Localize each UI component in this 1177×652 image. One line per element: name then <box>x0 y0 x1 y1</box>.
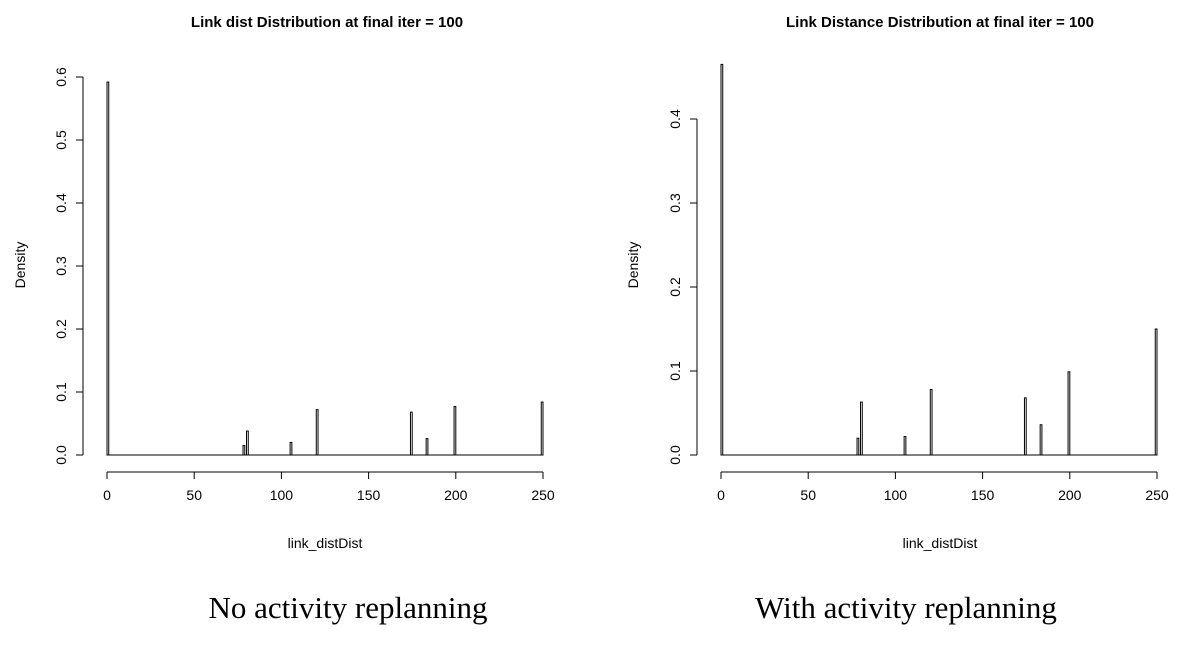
x-tick-label: 250 <box>531 487 555 503</box>
histogram-bar <box>860 401 863 456</box>
x-tick-label: 100 <box>884 487 908 503</box>
histogram-bar <box>1039 424 1043 456</box>
chart-marks: 0 50 100 150 200 250 0.0 0.1 0.2 0.3 0.4 <box>667 63 1169 503</box>
x-tick-label: 150 <box>357 487 381 503</box>
chart-title: Link dist Distribution at final iter = 1… <box>191 14 463 31</box>
y-tick-label: 0.2 <box>53 319 69 339</box>
x-tick-label: 50 <box>186 487 202 503</box>
y-tick-label: 0.2 <box>667 277 683 297</box>
y-tick-label: 0.5 <box>53 130 69 150</box>
histogram-bar <box>856 437 860 456</box>
y-tick-label: 0.0 <box>667 445 683 465</box>
y-tick-label: 0.1 <box>53 382 69 402</box>
y-tick-label: 0.6 <box>53 67 69 87</box>
histogram-bar <box>246 430 249 456</box>
histogram-bar <box>315 409 319 456</box>
histogram-bar <box>289 441 293 456</box>
y-tick-label: 0.3 <box>667 193 683 213</box>
x-tick-label: 200 <box>444 487 468 503</box>
chart-no-replanning: Link dist Distribution at final iter = 1… <box>12 14 555 551</box>
x-tick-label: 50 <box>800 487 816 503</box>
histogram-bar <box>106 81 110 456</box>
chart-marks: 0 50 100 150 200 250 0.0 0.1 0.2 0.3 0.4 0.5 0.6 <box>53 67 555 503</box>
x-tick-label: 200 <box>1058 487 1082 503</box>
y-tick-label: 0.4 <box>667 109 683 129</box>
x-tick-label: 0 <box>717 487 725 503</box>
y-tick-label: 0.4 <box>53 193 69 213</box>
y-axis-label: Density <box>625 242 641 289</box>
histogram-bar <box>242 445 246 456</box>
x-tick-label: 250 <box>1145 487 1169 503</box>
x-tick-label: 150 <box>971 487 995 503</box>
x-tick-label: 0 <box>103 487 111 503</box>
y-tick-label: 0.1 <box>667 361 683 381</box>
histogram-bar <box>425 438 429 456</box>
x-axis-label: link_distDist <box>288 535 363 551</box>
histogram-bar <box>720 63 724 456</box>
histogram-bar <box>1023 397 1027 456</box>
histogram-bar <box>540 401 544 456</box>
y-axis-label: Density <box>12 242 28 289</box>
chart-title: Link Distance Distribution at final iter… <box>786 14 1094 31</box>
histogram-bar <box>409 411 413 456</box>
histogram-bar <box>1154 328 1158 456</box>
chart-with-replanning: Link Distance Distribution at final iter… <box>625 14 1169 551</box>
caption-no-replanning: No activity replanning <box>208 590 488 625</box>
y-tick-label: 0.0 <box>53 445 69 465</box>
histogram-bar <box>903 436 907 456</box>
caption-with-replanning: With activity replanning <box>755 590 1057 625</box>
histogram-bar <box>1067 371 1071 456</box>
y-tick-label: 0.3 <box>53 256 69 276</box>
x-axis-label: link_distDist <box>903 535 978 551</box>
x-tick-label: 100 <box>270 487 294 503</box>
histogram-bar <box>929 388 933 456</box>
histogram-bar <box>453 405 457 456</box>
